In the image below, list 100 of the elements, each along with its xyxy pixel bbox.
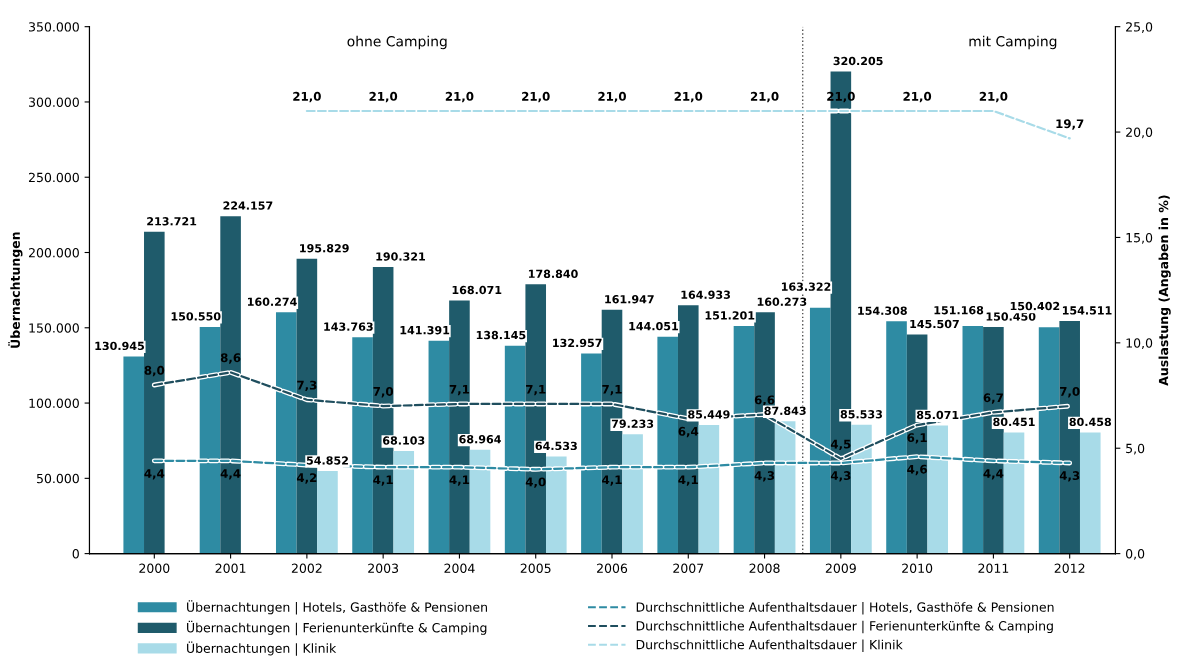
bar bbox=[546, 456, 567, 554]
bar bbox=[317, 471, 338, 554]
data-label: 21,0 bbox=[369, 91, 398, 103]
data-label: 21,0 bbox=[522, 91, 550, 103]
legend-label: Durchschnittliche Aufenthaltsdauer | Hotels, Gasthöfe & Pensionen bbox=[636, 602, 1054, 615]
data-label: 132.957 bbox=[553, 338, 602, 348]
data-label: 21,0 bbox=[750, 91, 779, 103]
data-label: 144.051 bbox=[629, 321, 678, 331]
data-label: 151.168 bbox=[934, 305, 984, 315]
y2-tick-label: 10,0 bbox=[1126, 338, 1153, 350]
legend-label: Durchschnittliche Aufenthaltsdauer | Ferienunterkünfte & Camping bbox=[636, 620, 1053, 634]
x-tick-label: 2000 bbox=[139, 563, 170, 574]
data-label: 7,3 bbox=[297, 380, 317, 392]
data-label: 320.205 bbox=[833, 56, 883, 66]
data-label: 4,3 bbox=[830, 471, 851, 482]
data-label: 138.145 bbox=[476, 330, 526, 340]
bar bbox=[622, 434, 643, 554]
data-label: 145.507 bbox=[910, 319, 959, 329]
data-label: 141.391 bbox=[400, 325, 450, 335]
bar bbox=[469, 449, 491, 554]
data-label: 85.071 bbox=[916, 410, 959, 420]
bar bbox=[220, 216, 241, 554]
data-label: 7,0 bbox=[1060, 386, 1080, 398]
legend-label: Übernachtungen | Klinik bbox=[187, 641, 337, 656]
x-tick-label: 2006 bbox=[597, 563, 628, 574]
data-label: 7,1 bbox=[526, 385, 546, 396]
x-tick-label: 2007 bbox=[673, 563, 704, 574]
legend-label: Übernachtungen | Hotels, Gasthöfe & Pensionen bbox=[187, 600, 487, 615]
data-label: 178.840 bbox=[528, 269, 578, 278]
x-tick-label: 2008 bbox=[749, 563, 780, 574]
data-label: 8,6 bbox=[220, 353, 241, 364]
y-tick-label: 150.000 bbox=[29, 323, 79, 333]
data-label: 154.511 bbox=[1062, 306, 1112, 315]
data-label: 85.533 bbox=[840, 410, 882, 419]
annotation: ohne Camping bbox=[347, 35, 447, 50]
data-label: 195.829 bbox=[300, 244, 349, 253]
data-label: 21,0 bbox=[293, 91, 321, 103]
x-tick-label: 2010 bbox=[902, 563, 933, 574]
data-label: 7,0 bbox=[373, 386, 394, 398]
data-label: 21,0 bbox=[903, 91, 932, 103]
data-label: 4,1 bbox=[678, 475, 698, 486]
data-label: 168.071 bbox=[452, 285, 502, 295]
data-label: 164.933 bbox=[681, 290, 730, 299]
data-label: 4,3 bbox=[754, 471, 775, 482]
data-label: 21,0 bbox=[445, 91, 474, 103]
data-label: 160.274 bbox=[247, 297, 297, 306]
data-label: 143.763 bbox=[324, 322, 373, 331]
data-label: 64.533 bbox=[535, 441, 577, 451]
data-label: 4,0 bbox=[525, 477, 546, 488]
data-label: 151.201 bbox=[705, 311, 755, 320]
data-label: 68.964 bbox=[459, 435, 501, 444]
bar bbox=[393, 451, 415, 554]
y2-tick-label: 15,0 bbox=[1126, 232, 1153, 244]
data-label: 4,4 bbox=[220, 469, 241, 480]
data-label: 130.945 bbox=[95, 341, 144, 351]
y-tick-label: 200.000 bbox=[28, 247, 79, 258]
bar bbox=[927, 425, 949, 554]
data-label: 213.721 bbox=[147, 217, 197, 226]
data-label: 160.273 bbox=[757, 297, 807, 306]
data-label: 4,1 bbox=[602, 475, 622, 486]
y2-tick-label: 0,0 bbox=[1126, 549, 1145, 560]
data-label: 54.852 bbox=[306, 456, 348, 465]
data-label: 4,2 bbox=[296, 473, 317, 484]
data-label: 7,1 bbox=[449, 385, 470, 396]
x-tick-label: 2005 bbox=[520, 563, 551, 574]
x-tick-label: 2011 bbox=[978, 563, 1009, 574]
data-label: 4,6 bbox=[907, 464, 927, 476]
data-label: 21,0 bbox=[674, 91, 703, 103]
x-tick-label: 2003 bbox=[368, 563, 399, 574]
data-label: 224.157 bbox=[223, 201, 273, 210]
data-label: 7,1 bbox=[602, 385, 622, 396]
bar bbox=[144, 231, 165, 554]
bar bbox=[774, 421, 796, 554]
x-tick-label: 2012 bbox=[1054, 563, 1085, 574]
y2-tick-label: 25,0 bbox=[1126, 22, 1153, 33]
data-label: 150.402 bbox=[1010, 301, 1060, 311]
data-label: 4,5 bbox=[830, 439, 851, 451]
data-label: 163.322 bbox=[781, 282, 831, 291]
legend-label: Übernachtungen | Ferienunterkünfte & Camping bbox=[187, 620, 487, 636]
data-label: 21,0 bbox=[598, 91, 626, 103]
data-label: 4,3 bbox=[1059, 471, 1080, 482]
legend-label: Durchschnittliche Aufenthaltsdauer | Klinik bbox=[636, 639, 903, 653]
y-tick-label: 50.000 bbox=[36, 473, 79, 484]
data-label: 6,6 bbox=[754, 395, 775, 406]
data-label: 150.550 bbox=[171, 312, 221, 321]
bar bbox=[123, 356, 145, 554]
data-label: 4,1 bbox=[373, 475, 393, 486]
x-tick-label: 2004 bbox=[444, 563, 475, 574]
y2-tick-label: 5,0 bbox=[1126, 443, 1145, 455]
y-tick-label: 100.000 bbox=[29, 398, 79, 408]
y2-axis-title: Auslastung (Angaben in %) bbox=[1158, 195, 1171, 386]
data-label: 21,0 bbox=[979, 91, 1008, 103]
data-label: 68.103 bbox=[383, 436, 425, 445]
data-label: 85.449 bbox=[688, 410, 730, 419]
bar bbox=[698, 424, 720, 554]
y-tick-label: 0 bbox=[72, 549, 79, 559]
x-tick-label: 2009 bbox=[825, 563, 856, 574]
data-label: 19,7 bbox=[1056, 119, 1084, 130]
y-axis-title: Übernachtungen bbox=[8, 232, 23, 348]
y2-tick-label: 20,0 bbox=[1126, 127, 1153, 139]
